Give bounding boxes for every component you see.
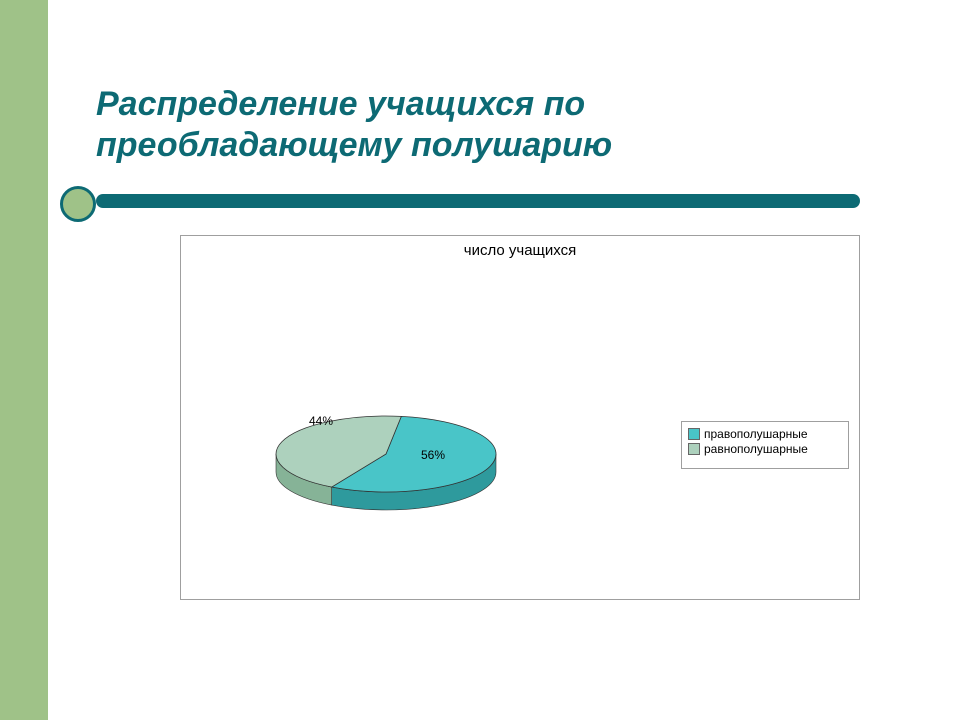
- legend-label: правополушарные: [704, 427, 808, 441]
- title-underline-bullet-icon: [60, 186, 96, 222]
- pie-slice-label: 44%: [309, 414, 333, 428]
- pie-slice-label: 56%: [421, 448, 445, 462]
- legend-label: равнополушарные: [704, 442, 808, 456]
- legend-swatch-icon: [688, 428, 700, 440]
- legend-item: равнополушарные: [688, 442, 842, 456]
- title-underline-bar: [96, 194, 860, 208]
- side-accent-band: [0, 0, 48, 720]
- legend: правополушарныеравнополушарные: [681, 421, 849, 469]
- slide-title-text: Распределение учащихся по преобладающему…: [96, 84, 876, 166]
- legend-item: правополушарные: [688, 427, 842, 441]
- pie-chart: 56% 44%: [181, 236, 861, 601]
- slide-title: Распределение учащихся по преобладающему…: [96, 84, 876, 166]
- title-underline: [60, 188, 860, 214]
- slide: Распределение учащихся по преобладающему…: [0, 0, 960, 720]
- legend-swatch-icon: [688, 443, 700, 455]
- chart-frame: число учащихся 56%44% правополушарныерав…: [180, 235, 860, 600]
- pie-svg: [181, 236, 861, 601]
